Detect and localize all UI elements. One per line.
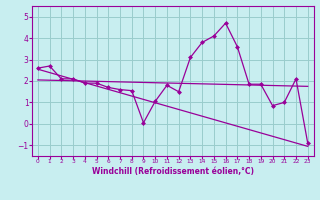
X-axis label: Windchill (Refroidissement éolien,°C): Windchill (Refroidissement éolien,°C): [92, 167, 254, 176]
